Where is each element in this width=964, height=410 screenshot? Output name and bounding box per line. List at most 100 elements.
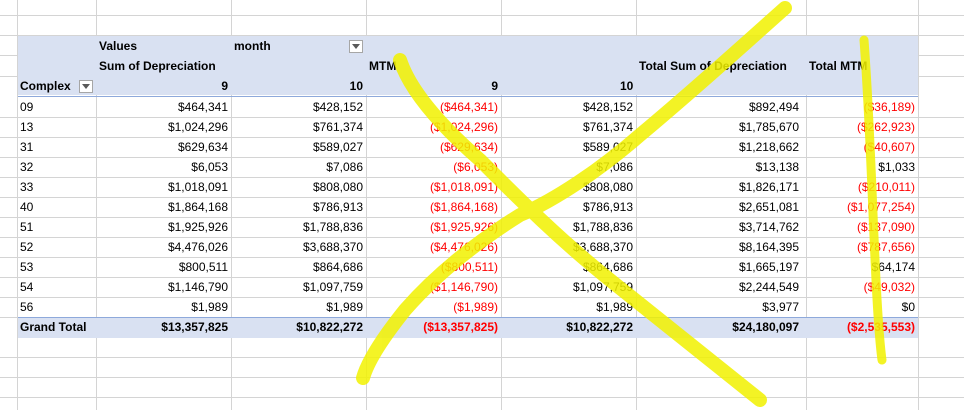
mtm-10-cell[interactable]: $7,086 xyxy=(596,160,633,174)
complex-cell[interactable]: 09 xyxy=(20,100,34,114)
grand-total-total-depr[interactable]: $24,180,097 xyxy=(732,320,799,334)
mtm-10-cell[interactable]: $808,080 xyxy=(582,180,633,194)
complex-cell[interactable]: 13 xyxy=(20,120,34,134)
complex-cell[interactable]: 56 xyxy=(20,300,34,314)
pivot-month-field[interactable]: month xyxy=(234,39,271,53)
complex-cell[interactable]: 52 xyxy=(20,240,34,254)
complex-cell[interactable]: 40 xyxy=(20,200,34,214)
grand-total-total-mtm[interactable]: ($2,535,553) xyxy=(846,320,915,334)
total-depr-cell[interactable]: $3,714,762 xyxy=(738,220,799,234)
row-gridline xyxy=(0,15,964,16)
total-mtm-cell[interactable]: ($1,077,254) xyxy=(846,200,915,214)
depr-10-cell[interactable]: $1,989 xyxy=(326,300,363,314)
month-9-depreciation-header[interactable]: 9 xyxy=(221,79,228,93)
depr-9-cell[interactable]: $800,511 xyxy=(178,260,228,274)
total-mtm-cell[interactable]: $1,033 xyxy=(878,160,915,174)
complex-cell[interactable]: 31 xyxy=(20,140,34,154)
depr-9-cell[interactable]: $6,053 xyxy=(191,160,228,174)
total-depr-cell[interactable]: $892,494 xyxy=(748,100,799,114)
depr-10-cell[interactable]: $761,374 xyxy=(312,120,363,134)
total-depr-cell[interactable]: $13,138 xyxy=(755,160,799,174)
grand-total-mtm-10[interactable]: $10,822,272 xyxy=(566,320,633,334)
total-depr-cell[interactable]: $1,218,662 xyxy=(738,140,799,154)
pivot-values-label[interactable]: Values xyxy=(99,39,138,53)
depr-9-cell[interactable]: $1,024,296 xyxy=(167,120,228,134)
depr-10-cell[interactable]: $7,086 xyxy=(326,160,363,174)
total-depr-cell[interactable]: $1,826,171 xyxy=(738,180,799,194)
mtm-10-cell[interactable]: $786,913 xyxy=(582,200,633,214)
depr-10-cell[interactable]: $864,686 xyxy=(312,260,363,274)
mtm-10-cell[interactable]: $864,686 xyxy=(582,260,633,274)
total-mtm-cell[interactable]: $0 xyxy=(901,300,915,314)
total-mtm-cell[interactable]: $64,174 xyxy=(871,260,915,274)
mtm-9-cell[interactable]: ($1,864,168) xyxy=(429,200,498,214)
month-filter-button[interactable] xyxy=(349,40,363,53)
complex-row-header[interactable]: Complex xyxy=(20,79,71,93)
filter-dropdown-icon xyxy=(352,44,360,49)
depr-9-cell[interactable]: $1,925,926 xyxy=(167,220,228,234)
total-mtm-cell[interactable]: ($787,656) xyxy=(856,240,915,254)
mtm-9-cell[interactable]: ($1,925,926) xyxy=(429,220,498,234)
complex-cell[interactable]: 32 xyxy=(20,160,34,174)
month-9-mtm-header[interactable]: 9 xyxy=(491,79,498,93)
total-mtm-cell[interactable]: ($210,011) xyxy=(857,180,915,194)
mtm-10-cell[interactable]: $1,097,759 xyxy=(572,280,633,294)
total-depr-cell[interactable]: $1,785,670 xyxy=(738,120,799,134)
total-sum-of-depreciation-header[interactable]: Total Sum of Depreciation xyxy=(639,59,787,73)
mtm-9-cell[interactable]: ($1,146,790) xyxy=(429,280,498,294)
total-depr-cell[interactable]: $1,665,197 xyxy=(738,260,799,274)
mtm-9-cell[interactable]: ($800,511) xyxy=(440,260,498,274)
mtm-9-cell[interactable]: ($629,634) xyxy=(439,140,498,154)
total-mtm-header[interactable]: Total MTM xyxy=(809,59,868,73)
total-mtm-cell[interactable]: ($137,090) xyxy=(856,220,915,234)
mtm-10-cell[interactable]: $761,374 xyxy=(582,120,633,134)
depr-9-cell[interactable]: $1,146,790 xyxy=(167,280,228,294)
depr-10-cell[interactable]: $1,788,836 xyxy=(302,220,363,234)
complex-cell[interactable]: 54 xyxy=(20,280,34,294)
total-mtm-cell[interactable]: ($36,189) xyxy=(863,100,915,114)
total-mtm-cell[interactable]: ($49,032) xyxy=(863,280,915,294)
depr-10-cell[interactable]: $786,913 xyxy=(312,200,363,214)
grand-total-depr-10[interactable]: $10,822,272 xyxy=(296,320,363,334)
depr-9-cell[interactable]: $629,634 xyxy=(177,140,228,154)
mtm-header[interactable]: MTM xyxy=(369,59,397,73)
total-depr-cell[interactable]: $8,164,395 xyxy=(738,240,799,254)
grand-total-mtm-9[interactable]: ($13,357,825) xyxy=(423,320,498,334)
total-depr-cell[interactable]: $2,244,549 xyxy=(738,280,799,294)
grand-total-label[interactable]: Grand Total xyxy=(20,320,87,334)
complex-cell[interactable]: 51 xyxy=(20,220,34,234)
month-10-depreciation-header[interactable]: 10 xyxy=(349,79,363,93)
complex-cell[interactable]: 33 xyxy=(20,180,34,194)
mtm-10-cell[interactable]: $1,788,836 xyxy=(572,220,633,234)
mtm-10-cell[interactable]: $1,989 xyxy=(596,300,633,314)
depr-10-cell[interactable]: $1,097,759 xyxy=(302,280,363,294)
total-mtm-cell[interactable]: ($262,923) xyxy=(856,120,915,134)
depr-10-cell[interactable]: $589,027 xyxy=(312,140,363,154)
mtm-9-cell[interactable]: ($1,024,296) xyxy=(429,120,498,134)
total-mtm-cell[interactable]: ($40,607) xyxy=(863,140,915,154)
sum-of-depreciation-header[interactable]: Sum of Depreciation xyxy=(99,59,216,73)
month-10-mtm-header[interactable]: 10 xyxy=(620,79,634,93)
depr-10-cell[interactable]: $808,080 xyxy=(312,180,363,194)
total-depr-cell[interactable]: $3,977 xyxy=(762,300,799,314)
depr-9-cell[interactable]: $1,989 xyxy=(191,300,228,314)
depr-10-cell[interactable]: $428,152 xyxy=(312,100,363,114)
mtm-9-cell[interactable]: ($464,341) xyxy=(439,100,498,114)
mtm-9-cell[interactable]: ($1,989) xyxy=(453,300,498,314)
mtm-9-cell[interactable]: ($1,018,091) xyxy=(429,180,498,194)
depr-9-cell[interactable]: $1,864,168 xyxy=(167,200,228,214)
depr-9-cell[interactable]: $4,476,026 xyxy=(167,240,228,254)
mtm-9-cell[interactable]: ($6,053) xyxy=(453,160,498,174)
depr-9-cell[interactable]: $464,341 xyxy=(177,100,228,114)
depr-10-cell[interactable]: $3,688,370 xyxy=(302,240,363,254)
complex-cell[interactable]: 53 xyxy=(20,260,34,274)
complex-filter-button[interactable] xyxy=(79,80,93,93)
mtm-10-cell[interactable]: $428,152 xyxy=(582,100,633,114)
grand-total-depr-9[interactable]: $13,357,825 xyxy=(161,320,228,334)
total-depr-cell[interactable]: $2,651,081 xyxy=(738,200,799,214)
mtm-10-cell[interactable]: $3,688,370 xyxy=(572,240,633,254)
mtm-10-cell[interactable]: $589,027 xyxy=(582,140,633,154)
mtm-9-cell[interactable]: ($4,476,026) xyxy=(429,240,498,254)
depr-9-cell[interactable]: $1,018,091 xyxy=(167,180,228,194)
